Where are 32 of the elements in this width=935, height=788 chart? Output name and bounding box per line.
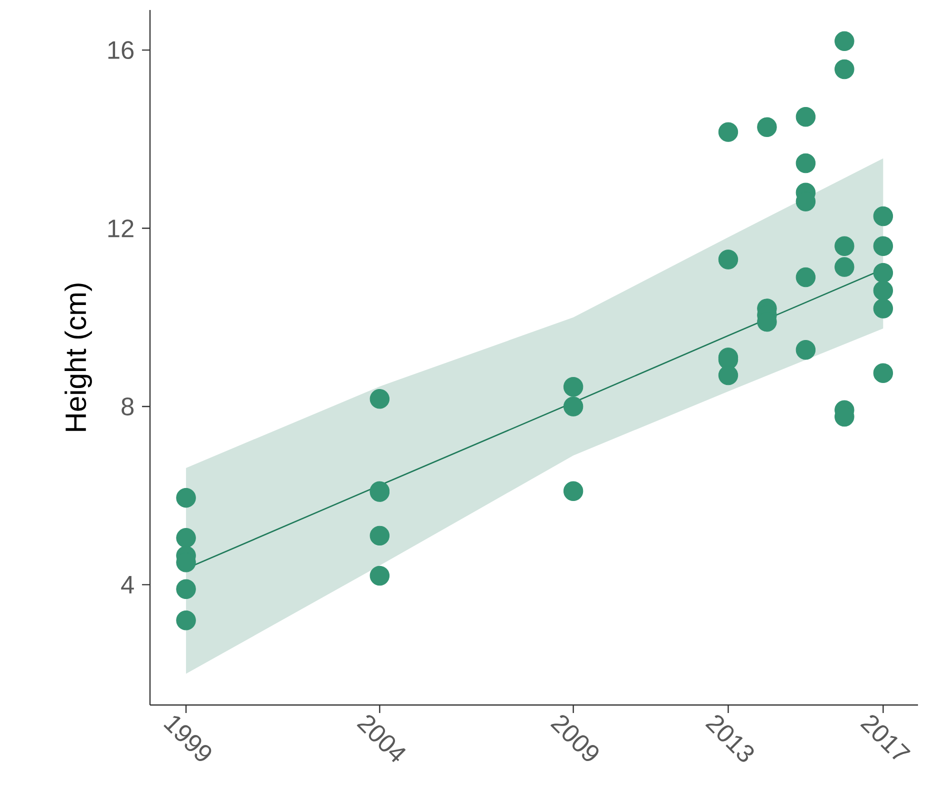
point (718, 250, 738, 270)
y-axis-title: Height (cm) (64, 284, 92, 431)
point (796, 153, 816, 174)
point (718, 122, 738, 142)
point (176, 579, 196, 600)
y-tick-label: 12 (108, 219, 134, 238)
point (370, 566, 390, 586)
point (873, 262, 894, 283)
point (370, 389, 390, 409)
point (176, 528, 196, 548)
y-tick-label: 8 (122, 398, 134, 416)
point (834, 59, 854, 80)
point (873, 363, 894, 383)
point (834, 236, 854, 256)
point (176, 488, 196, 508)
point (563, 481, 584, 502)
point (796, 107, 816, 127)
y-tick-label: 4 (121, 576, 134, 594)
y-tick-label: 16 (108, 41, 134, 60)
point (757, 117, 777, 138)
point (796, 340, 816, 360)
point (796, 267, 816, 288)
point (873, 298, 894, 318)
point (176, 610, 196, 630)
point (873, 206, 894, 226)
point (563, 377, 584, 397)
point (873, 236, 894, 256)
point (834, 31, 854, 52)
point (834, 257, 854, 277)
point (370, 526, 390, 546)
point (873, 280, 894, 301)
point (563, 396, 584, 416)
